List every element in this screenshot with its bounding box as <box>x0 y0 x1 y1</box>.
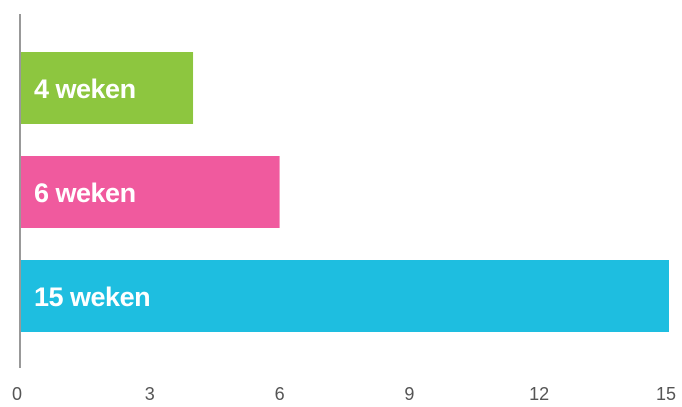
x-tick-label-5: 15 <box>656 384 676 404</box>
x-axis-ticks: 0 3 6 9 12 15 <box>12 384 676 404</box>
bar-label-1: 6 weken <box>34 178 136 208</box>
bar-label-2: 15 weken <box>34 282 150 312</box>
x-tick-label-4: 12 <box>529 384 549 404</box>
x-tick-label-1: 3 <box>145 384 155 404</box>
x-tick-label-2: 6 <box>275 384 285 404</box>
bar-label-0: 4 weken <box>34 74 136 104</box>
bars-group: 4 weken 6 weken 15 weken <box>21 52 669 332</box>
x-tick-label-0: 0 <box>12 384 22 404</box>
x-tick-label-3: 9 <box>404 384 414 404</box>
